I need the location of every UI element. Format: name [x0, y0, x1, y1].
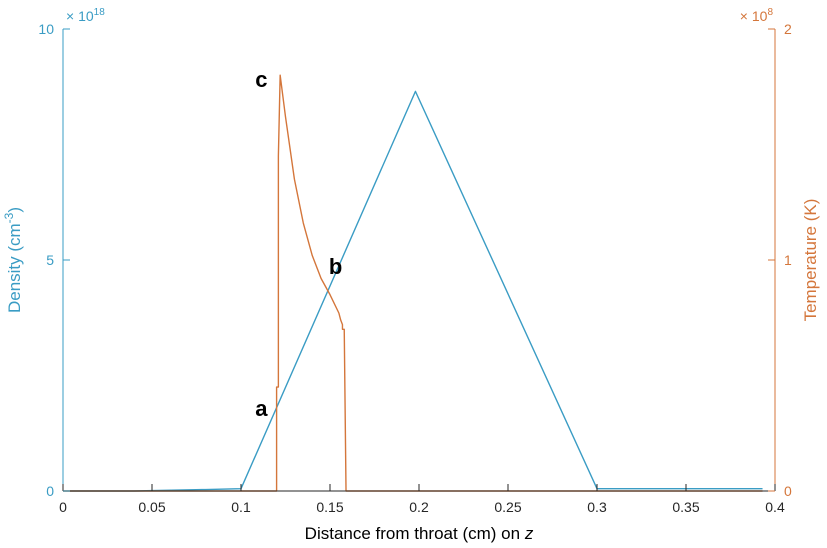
x-tick-label: 0.35	[672, 499, 699, 515]
right-tick-label: 0	[784, 483, 792, 499]
x-tick-label: 0.25	[494, 499, 521, 515]
annotation-label: b	[329, 254, 342, 279]
left-tick-label: 5	[46, 252, 54, 268]
x-tick-label: 0.3	[587, 499, 607, 515]
right-tick-label: 2	[784, 21, 792, 37]
left-axis-multiplier: × 1018	[66, 7, 105, 24]
right-y-axis-label: Temperature (K)	[801, 199, 820, 322]
x-tick-label: 0.15	[316, 499, 343, 515]
left-tick-label: 10	[38, 21, 54, 37]
temperature-series-line	[63, 74, 763, 492]
density-series-line	[63, 90, 763, 492]
x-tick-label: 0.05	[138, 499, 165, 515]
right-tick-label: 1	[784, 252, 792, 268]
x-tick-label: 0.2	[409, 499, 429, 515]
left-y-axis-label: Density (cm-3)	[2, 207, 24, 313]
annotation-label: a	[255, 396, 268, 421]
x-tick-label: 0	[59, 499, 67, 515]
x-axis-label: Distance from throat (cm) on z	[305, 524, 534, 543]
labels-layer: × 1018 × 108 Distance from throat (cm) o…	[2, 7, 820, 543]
left-tick-label: 0	[46, 483, 54, 499]
series-layer	[63, 74, 763, 492]
right-axis-multiplier: × 108	[740, 7, 774, 24]
x-tick-label: 0.4	[765, 499, 785, 515]
annotation-layer: a b c	[255, 67, 342, 421]
annotation-label: c	[255, 67, 267, 92]
x-tick-label: 0.1	[231, 499, 251, 515]
